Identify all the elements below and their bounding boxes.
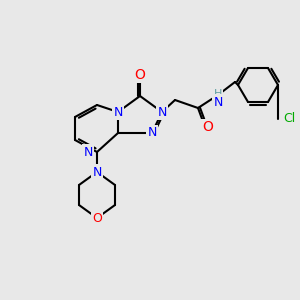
Text: O: O bbox=[92, 212, 102, 224]
Text: N: N bbox=[92, 166, 102, 178]
Text: O: O bbox=[202, 120, 213, 134]
Text: N: N bbox=[147, 127, 157, 140]
Text: N: N bbox=[113, 106, 123, 118]
Text: O: O bbox=[135, 68, 146, 82]
Text: N: N bbox=[157, 106, 167, 118]
Text: H: H bbox=[214, 89, 222, 99]
Text: N: N bbox=[84, 146, 93, 158]
Text: Cl: Cl bbox=[283, 112, 295, 125]
Text: N: N bbox=[213, 95, 223, 109]
